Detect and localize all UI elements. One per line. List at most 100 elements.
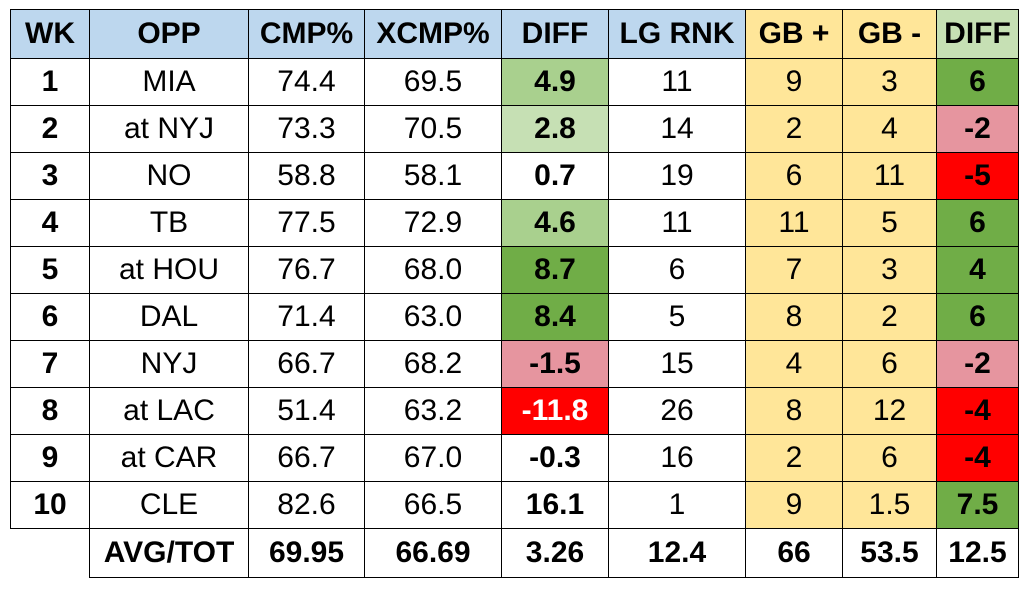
week-cell: 9 <box>10 434 90 482</box>
table-row: 6 DAL 71.4 63.0 8.4 5 8 2 6 <box>10 293 1019 341</box>
xcmp-pct-cell: 63.2 <box>364 387 502 435</box>
cmp-pct-cell: 74.4 <box>248 58 365 106</box>
gb-plus-cell: 8 <box>745 387 843 435</box>
diff-cell: -0.3 <box>501 434 609 482</box>
header-gb-diff: DIFF <box>936 9 1019 59</box>
header-row: WK OPP CMP% XCMP% DIFF LG RNK GB + GB - … <box>10 9 1019 59</box>
total-row: AVG/TOT 69.95 66.69 3.26 12.4 66 53.5 12… <box>10 528 1019 578</box>
xcmp-pct-cell: 66.5 <box>364 481 502 529</box>
gb-minus-cell: 4 <box>842 105 937 153</box>
gb-plus-cell: 11 <box>745 199 843 247</box>
gb-plus-cell: 6 <box>745 152 843 200</box>
table-row: 1 MIA 74.4 69.5 4.9 11 9 3 6 <box>10 58 1019 106</box>
gb-diff-cell: -5 <box>936 152 1019 200</box>
header-lg-rnk: LG RNK <box>608 9 746 59</box>
diff-cell: 8.4 <box>501 293 609 341</box>
total-diff: 3.26 <box>501 528 609 578</box>
gb-plus-cell: 8 <box>745 293 843 341</box>
opponent-cell: NYJ <box>89 340 249 388</box>
total-blank-cell <box>10 528 90 578</box>
lg-rnk-cell: 5 <box>608 293 746 341</box>
diff-cell: -1.5 <box>501 340 609 388</box>
xcmp-pct-cell: 69.5 <box>364 58 502 106</box>
gb-minus-cell: 3 <box>842 246 937 294</box>
table-row: 10 CLE 82.6 66.5 16.1 1 9 1.5 7.5 <box>10 481 1019 529</box>
header-gb-plus: GB + <box>745 9 843 59</box>
xcmp-pct-cell: 58.1 <box>364 152 502 200</box>
opponent-cell: at LAC <box>89 387 249 435</box>
diff-cell: 2.8 <box>501 105 609 153</box>
cmp-pct-cell: 77.5 <box>248 199 365 247</box>
gb-minus-cell: 5 <box>842 199 937 247</box>
gb-minus-cell: 6 <box>842 340 937 388</box>
gb-diff-cell: -4 <box>936 387 1019 435</box>
table-row: 5 at HOU 76.7 68.0 8.7 6 7 3 4 <box>10 246 1019 294</box>
total-rnk: 12.4 <box>608 528 746 578</box>
lg-rnk-cell: 15 <box>608 340 746 388</box>
week-cell: 3 <box>10 152 90 200</box>
xcmp-pct-cell: 68.0 <box>364 246 502 294</box>
gb-diff-cell: 6 <box>936 293 1019 341</box>
gb-diff-cell: 6 <box>936 199 1019 247</box>
opponent-cell: NO <box>89 152 249 200</box>
diff-cell: 0.7 <box>501 152 609 200</box>
gb-plus-cell: 9 <box>745 58 843 106</box>
gb-diff-cell: -2 <box>936 340 1019 388</box>
diff-cell: 4.6 <box>501 199 609 247</box>
xcmp-pct-cell: 67.0 <box>364 434 502 482</box>
gb-minus-cell: 12 <box>842 387 937 435</box>
gb-plus-cell: 2 <box>745 434 843 482</box>
lg-rnk-cell: 16 <box>608 434 746 482</box>
opponent-cell: at HOU <box>89 246 249 294</box>
cmp-pct-cell: 66.7 <box>248 340 365 388</box>
gb-minus-cell: 2 <box>842 293 937 341</box>
lg-rnk-cell: 11 <box>608 58 746 106</box>
gb-diff-cell: -4 <box>936 434 1019 482</box>
total-gb-minus: 53.5 <box>842 528 937 578</box>
lg-rnk-cell: 1 <box>608 481 746 529</box>
gb-diff-cell: 6 <box>936 58 1019 106</box>
xcmp-pct-cell: 63.0 <box>364 293 502 341</box>
header-wk: WK <box>10 9 90 59</box>
gb-plus-cell: 9 <box>745 481 843 529</box>
opponent-cell: at CAR <box>89 434 249 482</box>
gb-plus-cell: 7 <box>745 246 843 294</box>
gb-minus-cell: 1.5 <box>842 481 937 529</box>
gb-diff-cell: 7.5 <box>936 481 1019 529</box>
opponent-cell: at NYJ <box>89 105 249 153</box>
opponent-cell: DAL <box>89 293 249 341</box>
table-row: 4 TB 77.5 72.9 4.6 11 11 5 6 <box>10 199 1019 247</box>
table-row: 9 at CAR 66.7 67.0 -0.3 16 2 6 -4 <box>10 434 1019 482</box>
cmp-pct-cell: 51.4 <box>248 387 365 435</box>
week-cell: 8 <box>10 387 90 435</box>
table-row: 7 NYJ 66.7 68.2 -1.5 15 4 6 -2 <box>10 340 1019 388</box>
gb-plus-cell: 4 <box>745 340 843 388</box>
cmp-pct-cell: 82.6 <box>248 481 365 529</box>
cmp-pct-cell: 76.7 <box>248 246 365 294</box>
total-xcmp: 66.69 <box>364 528 502 578</box>
table-row: 3 NO 58.8 58.1 0.7 19 6 11 -5 <box>10 152 1019 200</box>
xcmp-pct-cell: 70.5 <box>364 105 502 153</box>
cmp-pct-cell: 66.7 <box>248 434 365 482</box>
week-cell: 6 <box>10 293 90 341</box>
gb-diff-cell: 4 <box>936 246 1019 294</box>
lg-rnk-cell: 14 <box>608 105 746 153</box>
header-gb-minus: GB - <box>842 9 937 59</box>
gb-minus-cell: 3 <box>842 58 937 106</box>
lg-rnk-cell: 26 <box>608 387 746 435</box>
opponent-cell: CLE <box>89 481 249 529</box>
total-cmp: 69.95 <box>248 528 365 578</box>
header-diff: DIFF <box>501 9 609 59</box>
week-cell: 1 <box>10 58 90 106</box>
xcmp-pct-cell: 68.2 <box>364 340 502 388</box>
gb-minus-cell: 11 <box>842 152 937 200</box>
gb-minus-cell: 6 <box>842 434 937 482</box>
lg-rnk-cell: 11 <box>608 199 746 247</box>
week-cell: 4 <box>10 199 90 247</box>
xcmp-pct-cell: 72.9 <box>364 199 502 247</box>
header-opp: OPP <box>89 9 249 59</box>
diff-cell: 4.9 <box>501 58 609 106</box>
total-label: AVG/TOT <box>89 528 249 578</box>
gb-plus-cell: 2 <box>745 105 843 153</box>
opponent-cell: TB <box>89 199 249 247</box>
